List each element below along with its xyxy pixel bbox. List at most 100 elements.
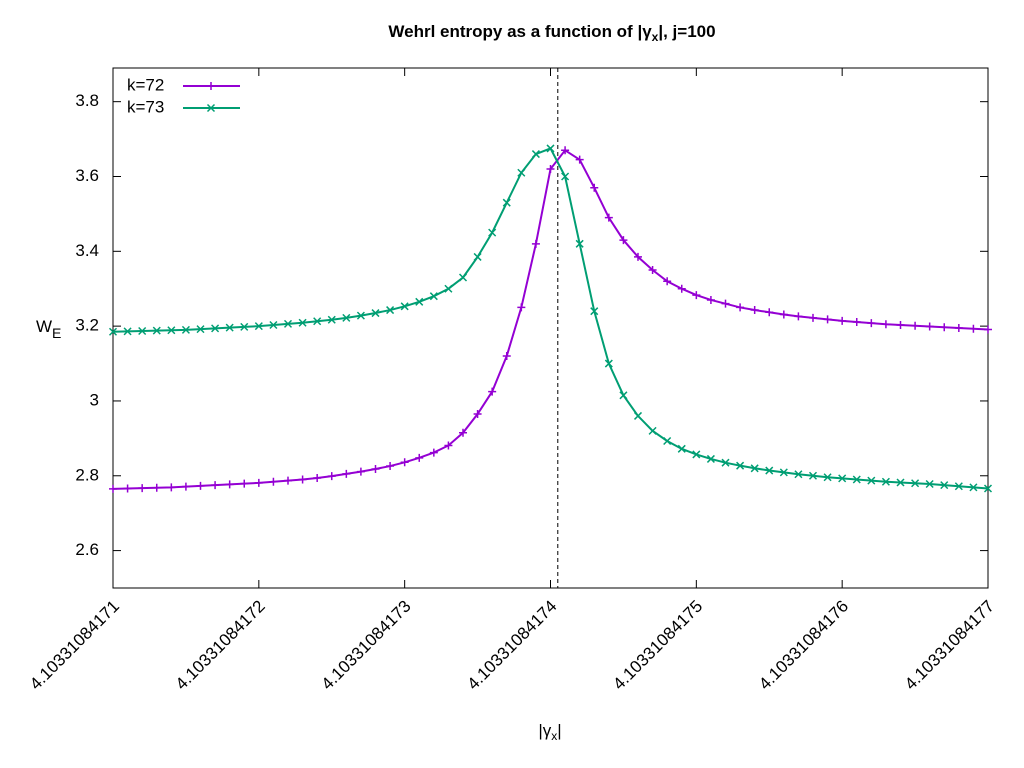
point-marker [342, 313, 351, 322]
point-marker [633, 411, 643, 420]
point-marker [590, 307, 599, 316]
point-marker [531, 239, 540, 248]
point-marker [983, 484, 993, 493]
point-marker [152, 326, 161, 335]
title-subscript: x [652, 30, 659, 44]
point-marker [502, 352, 511, 361]
legend-label: k=73 [127, 97, 164, 116]
point-marker [313, 474, 322, 483]
point-marker [181, 482, 190, 491]
point-marker [386, 462, 395, 471]
point-marker [940, 323, 949, 332]
point-marker [458, 273, 468, 282]
point-marker [808, 471, 818, 480]
y-tick-label: 3 [90, 390, 99, 409]
ylabel-subscript: E [52, 325, 61, 341]
point-marker [984, 325, 992, 334]
point-marker [838, 316, 847, 325]
legend-label: k=72 [127, 75, 164, 94]
point-marker [444, 284, 453, 293]
point-marker [327, 315, 336, 324]
point-marker [517, 168, 526, 177]
point-marker [400, 302, 409, 311]
point-marker [604, 359, 613, 368]
point-marker [138, 326, 147, 336]
point-marker [459, 428, 468, 437]
point-marker [546, 165, 555, 174]
point-marker [123, 327, 132, 336]
y-axis-label: WE [36, 317, 61, 340]
point-marker [779, 468, 788, 477]
point-marker [488, 228, 497, 237]
point-marker [196, 325, 205, 334]
point-marker [123, 484, 132, 493]
y-tick-label: 3.6 [75, 166, 99, 185]
point-marker [298, 475, 307, 484]
point-marker [794, 470, 803, 479]
point-marker [867, 476, 876, 485]
point-marker [663, 277, 672, 286]
point-marker [167, 326, 176, 335]
title-suffix: |, j=100 [658, 22, 715, 41]
point-marker [181, 325, 190, 334]
point-marker [371, 309, 380, 318]
point-marker [940, 481, 949, 490]
point-marker [225, 480, 234, 489]
point-marker [794, 312, 803, 321]
point-marker [575, 239, 584, 248]
title-text: Wehrl entropy as a function of |γ [388, 22, 652, 41]
point-marker [415, 297, 424, 306]
point-marker [736, 303, 745, 312]
point-marker [313, 317, 322, 326]
point-marker [211, 324, 220, 333]
point-marker [590, 183, 599, 192]
point-marker [546, 144, 555, 153]
point-marker [750, 306, 759, 315]
point-marker [429, 448, 438, 457]
point-marker [531, 150, 540, 159]
point-marker [736, 461, 745, 470]
point-marker [692, 450, 701, 459]
point-marker [488, 387, 497, 396]
point-marker [298, 318, 307, 327]
point-marker [838, 474, 847, 483]
point-marker [342, 469, 351, 478]
point-marker [721, 458, 730, 467]
point-marker [721, 299, 730, 308]
point-marker [400, 458, 409, 467]
point-marker [867, 319, 876, 328]
point-marker [765, 466, 774, 475]
point-marker [575, 155, 584, 164]
point-marker [138, 484, 147, 493]
point-marker [648, 426, 657, 435]
ylabel-text: W [36, 317, 52, 336]
point-marker [823, 315, 832, 324]
point-marker [852, 475, 861, 484]
point-marker [881, 320, 890, 329]
point-marker [254, 322, 263, 331]
x-axis-label: |γx| [538, 721, 561, 743]
point-marker [925, 479, 934, 489]
point-marker [925, 322, 934, 331]
point-marker [386, 306, 395, 315]
point-marker [517, 303, 526, 312]
point-marker [911, 321, 920, 330]
chart-title: Wehrl entropy as a function of |γx|, j=1… [388, 22, 715, 44]
point-marker [283, 319, 293, 328]
point-marker [473, 252, 482, 261]
point-marker [896, 321, 905, 330]
point-marker [765, 308, 774, 317]
point-marker [225, 323, 234, 332]
point-marker [109, 484, 117, 493]
point-marker [254, 478, 263, 487]
point-marker [706, 454, 715, 463]
point-marker [663, 436, 672, 446]
point-marker [648, 266, 657, 275]
point-marker [444, 441, 453, 450]
point-marker [619, 236, 628, 245]
point-marker [415, 453, 424, 462]
point-marker [284, 476, 293, 485]
